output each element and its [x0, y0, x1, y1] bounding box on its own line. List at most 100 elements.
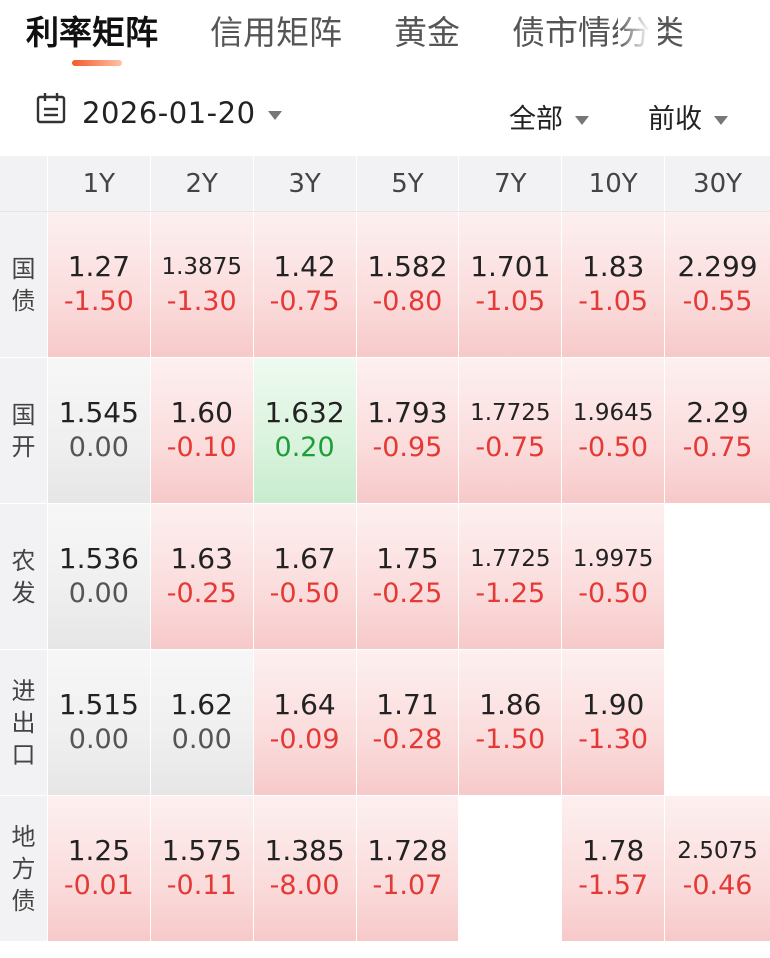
- yield-cell[interactable]: 1.7725 -1.25: [458, 504, 562, 649]
- yield-change: -1.05: [578, 285, 649, 317]
- yield-change: -1.05: [475, 285, 546, 317]
- yield-value: 1.9645: [572, 399, 654, 426]
- empty-cell: [458, 796, 562, 941]
- yield-value: 1.42: [273, 249, 336, 283]
- yield-value: 1.27: [67, 249, 131, 283]
- header-corner: [0, 156, 47, 211]
- yield-change: -0.01: [63, 869, 134, 901]
- tab-bond-sentiment[interactable]: 债市情绪: [512, 16, 618, 49]
- table-row: 进出口 1.515 0.00 1.62 0.00 1.64 -0.09 1.71 -0.28 1.…: [0, 650, 770, 796]
- yield-value: 1.90: [581, 687, 645, 721]
- yield-cell[interactable]: 1.90 -1.30: [561, 650, 665, 795]
- yield-cell[interactable]: 1.632 0.20: [252, 358, 356, 503]
- yield-change: -0.75: [269, 285, 340, 317]
- yield-change: -0.50: [578, 431, 649, 463]
- yield-cell[interactable]: 1.25 -0.01: [46, 796, 150, 941]
- yield-cell[interactable]: 1.71 -0.28: [355, 650, 459, 795]
- row-label-char: 方: [11, 854, 36, 883]
- date-picker[interactable]: 2026-01-20: [82, 96, 282, 130]
- column-header: 5Y: [355, 156, 459, 211]
- yield-change: -0.10: [166, 431, 237, 463]
- yield-cell[interactable]: 1.728 -1.07: [355, 796, 459, 941]
- yield-cell[interactable]: 1.64 -0.09: [252, 650, 356, 795]
- yield-cell[interactable]: 1.60 -0.10: [149, 358, 253, 503]
- tab-fade-overlay: [618, 10, 658, 56]
- empty-cell: [664, 504, 770, 649]
- yield-cell[interactable]: 2.29 -0.75: [664, 358, 770, 503]
- yield-cell[interactable]: 1.42 -0.75: [252, 212, 356, 357]
- yield-value: 1.75: [376, 541, 439, 575]
- yield-cell[interactable]: 1.545 0.00: [46, 358, 150, 503]
- yield-change: 0.00: [171, 723, 232, 755]
- yield-cell[interactable]: 1.385 -8.00: [252, 796, 356, 941]
- yield-cell[interactable]: 1.67 -0.50: [252, 504, 356, 649]
- yield-cell[interactable]: 1.9975 -0.50: [561, 504, 665, 649]
- yield-change: 0.20: [274, 431, 335, 463]
- yield-value: 1.25: [67, 833, 131, 867]
- yield-cell[interactable]: 1.62 0.00: [149, 650, 253, 795]
- top-tabs: 利率矩阵 信用矩阵 黄金 债市情绪 分类: [0, 0, 770, 72]
- yield-change: -0.25: [166, 577, 237, 609]
- yield-cell[interactable]: 1.75 -0.25: [355, 504, 459, 649]
- yield-cell[interactable]: 1.3875 -1.30: [149, 212, 253, 357]
- calendar-icon[interactable]: [36, 92, 66, 124]
- yield-cell[interactable]: 1.515 0.00: [46, 650, 150, 795]
- yield-cell[interactable]: 1.9645 -0.50: [561, 358, 665, 503]
- row-label: 国开: [0, 358, 47, 503]
- price-type-dropdown[interactable]: 前收: [648, 97, 728, 136]
- yield-cell[interactable]: 1.86 -1.50: [458, 650, 562, 795]
- yield-value: 1.9975: [572, 545, 654, 572]
- yield-value: 1.71: [376, 687, 439, 721]
- yield-cell[interactable]: 1.63 -0.25: [149, 504, 253, 649]
- chevron-down-icon: [714, 116, 728, 125]
- yield-change: -0.50: [269, 577, 340, 609]
- scope-dropdown[interactable]: 全部: [509, 97, 589, 136]
- date-value: 2026-01-20: [82, 96, 256, 130]
- yield-value: 1.385: [264, 833, 345, 867]
- yield-change: -1.07: [372, 869, 443, 901]
- yield-value: 1.728: [367, 833, 448, 867]
- yield-cell[interactable]: 2.299 -0.55: [664, 212, 770, 357]
- table-row: 地方债 1.25 -0.01 1.575 -0.11 1.385 -8.00 1.728 -1.…: [0, 796, 770, 942]
- yield-cell[interactable]: 1.27 -1.50: [46, 212, 150, 357]
- tab-rate-matrix[interactable]: 利率矩阵: [26, 13, 158, 66]
- yield-value: 1.536: [58, 541, 139, 575]
- row-label-char: 国: [11, 254, 36, 283]
- yield-value: 1.793: [367, 395, 448, 429]
- yield-cell[interactable]: 1.582 -0.80: [355, 212, 459, 357]
- yield-value: 1.64: [273, 687, 336, 721]
- row-label-char: 农: [11, 546, 36, 575]
- row-label-char: 债: [11, 886, 36, 915]
- yield-cell[interactable]: 1.7725 -0.75: [458, 358, 562, 503]
- chevron-down-icon: [575, 116, 589, 125]
- yield-change: -0.25: [372, 577, 443, 609]
- yield-value: 1.575: [161, 833, 242, 867]
- yield-change: -0.75: [682, 431, 753, 463]
- yield-change: -1.50: [475, 723, 546, 755]
- row-label-char: 开: [11, 432, 36, 461]
- row-label-char: 债: [11, 286, 36, 315]
- column-header: 2Y: [149, 156, 253, 211]
- yield-value: 1.7725: [470, 399, 551, 426]
- yield-value: 1.3875: [161, 253, 242, 280]
- tab-gold[interactable]: 黄金: [394, 13, 460, 52]
- scope-value: 全部: [509, 104, 563, 135]
- yield-value: 1.86: [479, 687, 542, 721]
- yield-cell[interactable]: 2.5075 -0.46: [664, 796, 770, 941]
- yield-cell[interactable]: 1.575 -0.11: [149, 796, 253, 941]
- yield-cell[interactable]: 1.793 -0.95: [355, 358, 459, 503]
- yield-change: 0.00: [68, 431, 129, 463]
- tab-credit-matrix[interactable]: 信用矩阵: [210, 13, 342, 52]
- row-label: 国债: [0, 212, 47, 357]
- yield-value: 2.5075: [677, 837, 758, 864]
- chevron-down-icon: [267, 110, 282, 120]
- yield-cell[interactable]: 1.78 -1.57: [561, 796, 665, 941]
- yield-cell[interactable]: 1.536 0.00: [46, 504, 150, 649]
- yield-value: 1.67: [273, 541, 336, 575]
- yield-cell[interactable]: 1.701 -1.05: [458, 212, 562, 357]
- yield-value: 1.7725: [470, 545, 551, 572]
- yield-cell[interactable]: 1.83 -1.05: [561, 212, 665, 357]
- yield-value: 1.60: [170, 395, 233, 429]
- row-label-char: 口: [11, 740, 36, 769]
- yield-change: -0.50: [578, 577, 649, 609]
